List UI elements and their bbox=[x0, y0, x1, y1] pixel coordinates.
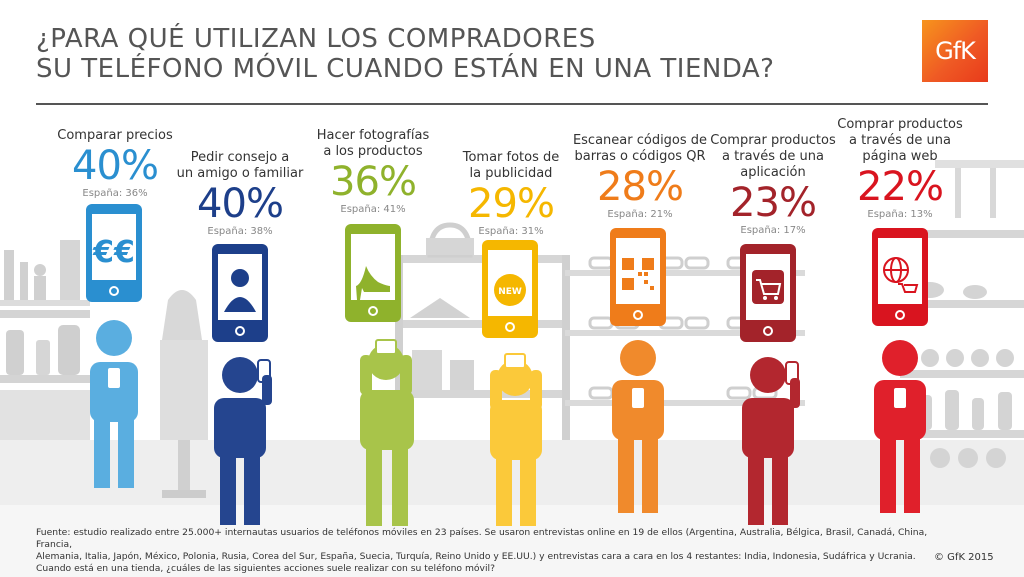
stat-percentage: 28% bbox=[597, 164, 684, 210]
stat-spain: España: 17% bbox=[740, 225, 806, 236]
stat-label: Comparar precios bbox=[57, 128, 173, 143]
stat-label: Escanear códigos de barras o códigos QR bbox=[572, 133, 708, 164]
stat-ask-advice: Pedir consejo a un amigo o familiar 40% E… bbox=[175, 150, 305, 238]
stat-scan-codes: Escanear códigos de barras o códigos QR 2… bbox=[572, 133, 708, 221]
stat-spain: España: 38% bbox=[207, 226, 273, 237]
svg-text:NEW: NEW bbox=[498, 287, 522, 297]
stat-percentage: 23% bbox=[730, 180, 817, 226]
stat-label: Comprar productos a través de una aplicaci… bbox=[710, 133, 836, 180]
page-title: ¿PARA QUÉ UTILIZAN LOS COMPRADORES SU TE… bbox=[36, 24, 774, 84]
stat-label: Tomar fotos de la publicidad bbox=[462, 150, 560, 181]
stat-percentage: 40% bbox=[197, 181, 284, 227]
footnote-line-2: Alemania, Italia, Japón, México, Polonia… bbox=[36, 551, 916, 562]
figure-ask-advice bbox=[212, 244, 272, 525]
figure-buy-app bbox=[740, 244, 800, 525]
figure-compare-prices: €€ bbox=[86, 204, 142, 488]
source-footnote: Fuente: estudio realizado entre 25.000+ … bbox=[36, 527, 936, 575]
footnote-line-3: Cuando está en una tienda, ¿cuáles de la… bbox=[36, 563, 495, 574]
title-line-2: SU TELÉFONO MÓVIL CUANDO ESTÁN EN UNA TI… bbox=[36, 54, 775, 84]
stat-percentage: 29% bbox=[468, 181, 555, 227]
euro-icon: €€ bbox=[92, 235, 135, 270]
copyright: © GfK 2015 bbox=[934, 552, 994, 563]
stat-spain: España: 36% bbox=[82, 188, 148, 199]
new-badge-icon: NEW bbox=[494, 274, 526, 306]
globe-cart-icon bbox=[883, 257, 919, 293]
stat-buy-web: Comprar productos a través de una página w… bbox=[835, 117, 965, 221]
stat-label: Comprar productos a través de una página w… bbox=[837, 117, 963, 164]
gfk-logo: GfK bbox=[922, 20, 988, 82]
figure-photo-ads: NEW bbox=[482, 240, 542, 526]
stat-compare-prices: Comparar precios 40% España: 36% bbox=[50, 128, 180, 200]
stat-spain: España: 21% bbox=[607, 209, 673, 220]
stat-photo-products: Hacer fotografías a los productos 36% Esp… bbox=[308, 128, 438, 216]
figure-photo-products bbox=[345, 224, 414, 526]
footnote-line-1: Fuente: estudio realizado entre 25.000+ … bbox=[36, 527, 928, 550]
stat-buy-app: Comprar productos a través de una aplicaci… bbox=[708, 133, 838, 237]
stat-photo-ads: Tomar fotos de la publicidad 29% España: … bbox=[446, 150, 576, 238]
title-divider bbox=[36, 103, 988, 105]
qr-code-icon bbox=[622, 258, 654, 290]
stat-label: Pedir consejo a un amigo o familiar bbox=[176, 150, 304, 181]
figure-scan-codes bbox=[610, 228, 666, 513]
figure-buy-web bbox=[872, 228, 928, 513]
person-icon bbox=[224, 269, 256, 312]
cart-app-icon bbox=[752, 270, 784, 304]
stat-spain: España: 41% bbox=[340, 204, 406, 215]
high-heel-icon bbox=[356, 266, 390, 300]
stat-percentage: 40% bbox=[72, 143, 159, 189]
stat-percentage: 36% bbox=[330, 159, 417, 205]
title-line-1: ¿PARA QUÉ UTILIZAN LOS COMPRADORES bbox=[36, 24, 596, 54]
stat-spain: España: 13% bbox=[867, 209, 933, 220]
stat-spain: España: 31% bbox=[478, 226, 544, 237]
stat-label: Hacer fotografías a los productos bbox=[316, 128, 430, 159]
stat-percentage: 22% bbox=[857, 164, 944, 210]
